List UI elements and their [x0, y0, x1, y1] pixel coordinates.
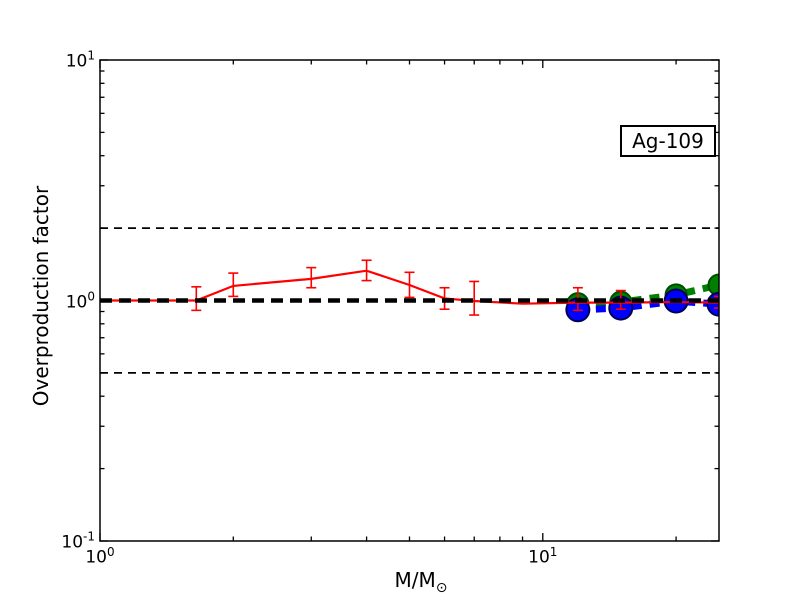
y-tick-label: 10-1 [61, 529, 95, 553]
y-tick-label: 101 [65, 48, 95, 72]
data-point-marker [707, 273, 719, 297]
series-green-dashed-circles [566, 273, 719, 316]
series-blue-dashed-circles [565, 288, 719, 323]
y-axis-label: Overproduction factor [29, 185, 53, 407]
plot-frame [99, 59, 720, 542]
x-axis-label: M/M⊙ [395, 568, 448, 596]
x-axis-label-text: M/M [394, 568, 436, 592]
reference-lines-thin [100, 227, 719, 374]
solar-mass-symbol: ⊙ [435, 580, 448, 596]
y-tick-label: 100 [65, 289, 95, 312]
isotope-annotation-text: Ag-109 [632, 129, 704, 153]
x-tick-label: 100 [85, 545, 115, 568]
x-tick-label: 101 [528, 545, 558, 568]
isotope-annotation-box: Ag-109 [620, 125, 716, 157]
